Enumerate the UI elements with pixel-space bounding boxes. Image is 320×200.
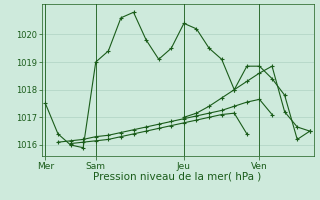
X-axis label: Pression niveau de la mer( hPa ): Pression niveau de la mer( hPa ) xyxy=(93,172,262,182)
